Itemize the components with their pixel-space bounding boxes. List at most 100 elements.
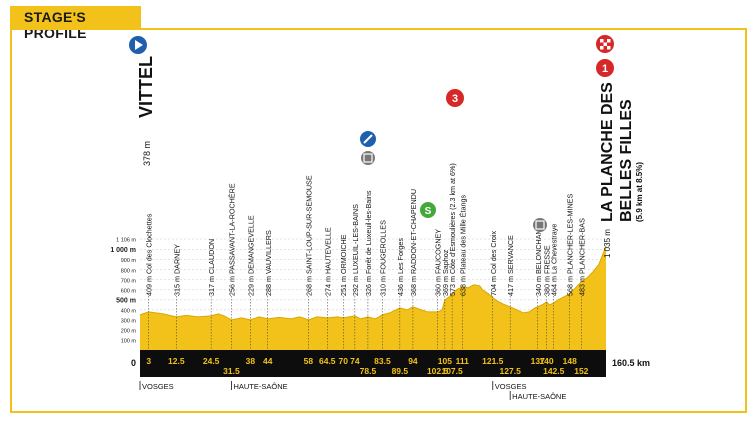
place-label: 360 m FAUCOGNEY [434, 229, 443, 296]
km-marker: 94 [408, 356, 418, 366]
km-marker: 58 [304, 356, 314, 366]
km-marker: 31.5 [223, 366, 240, 376]
climb-category-icon [596, 59, 614, 77]
km-marker: 3 [146, 356, 151, 366]
place-label: 417 m SERVANCE [506, 235, 515, 296]
sprint-marker: S [420, 202, 436, 218]
altitude-tick-label: 200 m [121, 328, 137, 334]
km-marker: 24.5 [203, 356, 220, 366]
km-start-label: 0 [131, 358, 136, 368]
place-label: 274 m HAUTEVELLE [323, 227, 332, 296]
sprint-icon [420, 202, 436, 218]
place-label: 310 m FOUGEROLLES [378, 220, 387, 296]
sprint-letter: S [425, 206, 432, 217]
finish-climb-category: 1 [602, 63, 608, 75]
altitude-tick-label: 1 000 m [110, 247, 136, 254]
frame-border-bottom [10, 411, 747, 413]
place-label: 256 m PASSAVANT-LA-ROCHÈRE [227, 183, 236, 296]
km-marker: 148 [563, 356, 577, 366]
frame-border-left [10, 28, 12, 413]
altitude-tick-label: 300 m [121, 318, 137, 324]
km-band [140, 350, 606, 377]
start-marker: VITTEL 378 m [129, 36, 156, 166]
place-label: 340 m BELONCHAMP [534, 223, 543, 296]
km-marker: 83.5 [374, 356, 391, 366]
place-label: 409 m Col des Clochettes [145, 213, 154, 296]
play-triangle-icon [135, 40, 143, 50]
altitude-tick-label: 1 106 m [116, 238, 136, 244]
timing-box [535, 220, 545, 230]
km-marker: 70 [339, 356, 349, 366]
place-label: 315 m DARNEY [172, 244, 181, 296]
place-label: 268 m SAINT-LOUP-SUR-SEMOUSE [304, 175, 313, 296]
place-label: 568 m PLANCHER-LES-MINES [566, 194, 575, 296]
place-leader-lines [148, 296, 582, 350]
km-marker: 74 [350, 356, 360, 366]
place-label: 380 m FRESSE [542, 245, 551, 296]
region-label: VOSGES [495, 382, 527, 391]
frame-border-right [745, 28, 747, 413]
place-label: 326 m Forêt de Luxeuil-les-Bains [364, 190, 373, 296]
km-marker: 127.5 [500, 366, 522, 376]
region-label: HAUTE-SAÔNE [233, 382, 287, 391]
frame-border-top [10, 28, 747, 30]
km-marker: 105 [438, 356, 452, 366]
finish-climb-detail: (5.9 km at 8.5%) [635, 162, 644, 222]
km-marker: 137 [531, 356, 545, 366]
start-altitude: 378 m [142, 141, 152, 166]
climb-category-icon [446, 89, 464, 107]
finish-marker: 1 LA PLANCHE DES BELLES FILLES (5.9 km a… [596, 35, 644, 258]
finish-name-line1: LA PLANCHE DES [599, 82, 616, 222]
km-marker: 107.5 [441, 366, 463, 376]
altitude-tick-label: 600 m [121, 288, 137, 294]
start-town-name: VITTEL [136, 56, 156, 118]
climb-category-number: 3 [452, 93, 458, 105]
km-marker: 102.5 [427, 366, 449, 376]
feed-zone-marker [360, 131, 376, 165]
place-label: 483 m PLANCHER-BAS [577, 218, 586, 296]
region-label: HAUTE-SAÔNE [512, 392, 566, 401]
place-label: 229 m DEMANGEVELLE [246, 215, 255, 296]
km-markers-top: 3 12.5 24.5 38 44 58 64.5 70 74 83.5 94 105 111 121.5… [146, 356, 577, 366]
km-marker: 64.5 [319, 356, 336, 366]
km-marker: 44 [263, 356, 273, 366]
km-marker: 89.5 [392, 366, 409, 376]
km-marker: 121.5 [482, 356, 504, 366]
region-label: VOSGES [142, 382, 174, 391]
elevation-profile-area [140, 246, 606, 350]
km-marker: 38 [246, 356, 256, 366]
place-label: 251 m ORMOICHE [339, 234, 348, 296]
altitude-tick-label: 400 m [121, 308, 137, 314]
feed-zone-slash [363, 134, 373, 144]
altitude-axis: 1 106 m 1 000 m 900 m 800 m 700 m 600 m 500 m 4… [110, 238, 136, 345]
finish-altitude: 1 035 m [603, 229, 612, 258]
altitude-tick-label: 500 m [116, 297, 136, 304]
place-label: 704 m Col des Croix [489, 230, 498, 296]
place-label: 573 m Côte d'Esmoulières (2.3 km at 6%) [448, 163, 457, 296]
place-label: 464 m La Chevestraye [550, 224, 559, 296]
place-label: 638 m Plateau des Mille Étangs [458, 195, 467, 296]
km-marker: 12.5 [168, 356, 185, 366]
km-marker: 152 [574, 366, 588, 376]
altitude-tick-label: 100 m [121, 338, 137, 344]
checkered-pattern [600, 39, 611, 50]
km-marker: 78.5 [360, 366, 377, 376]
place-label: 368 m RADDON-ET-CHAPENDU [409, 189, 418, 296]
timing-marker-2 [533, 218, 547, 232]
place-label: 292 m LUXEUIL-LES-BAINS [351, 204, 360, 296]
km-marker: 111 [456, 356, 470, 366]
place-label: 436 m Les Forges [396, 238, 405, 296]
altitude-tick-label: 700 m [121, 278, 137, 284]
finish-name-line2: BELLES FILLES [618, 99, 635, 222]
climb-3-marker: 3 [446, 89, 464, 107]
place-labels: 409 m Col des Clochettes 315 m DARNEY 317 … [145, 163, 587, 296]
altitude-tick-label: 900 m [121, 258, 137, 264]
place-label: 317 m CLAUDON [207, 239, 216, 296]
timing-box [363, 153, 373, 163]
place-label: 288 m VAUVILLERS [264, 230, 273, 296]
place-label: 369 m Saphoz [441, 249, 450, 296]
